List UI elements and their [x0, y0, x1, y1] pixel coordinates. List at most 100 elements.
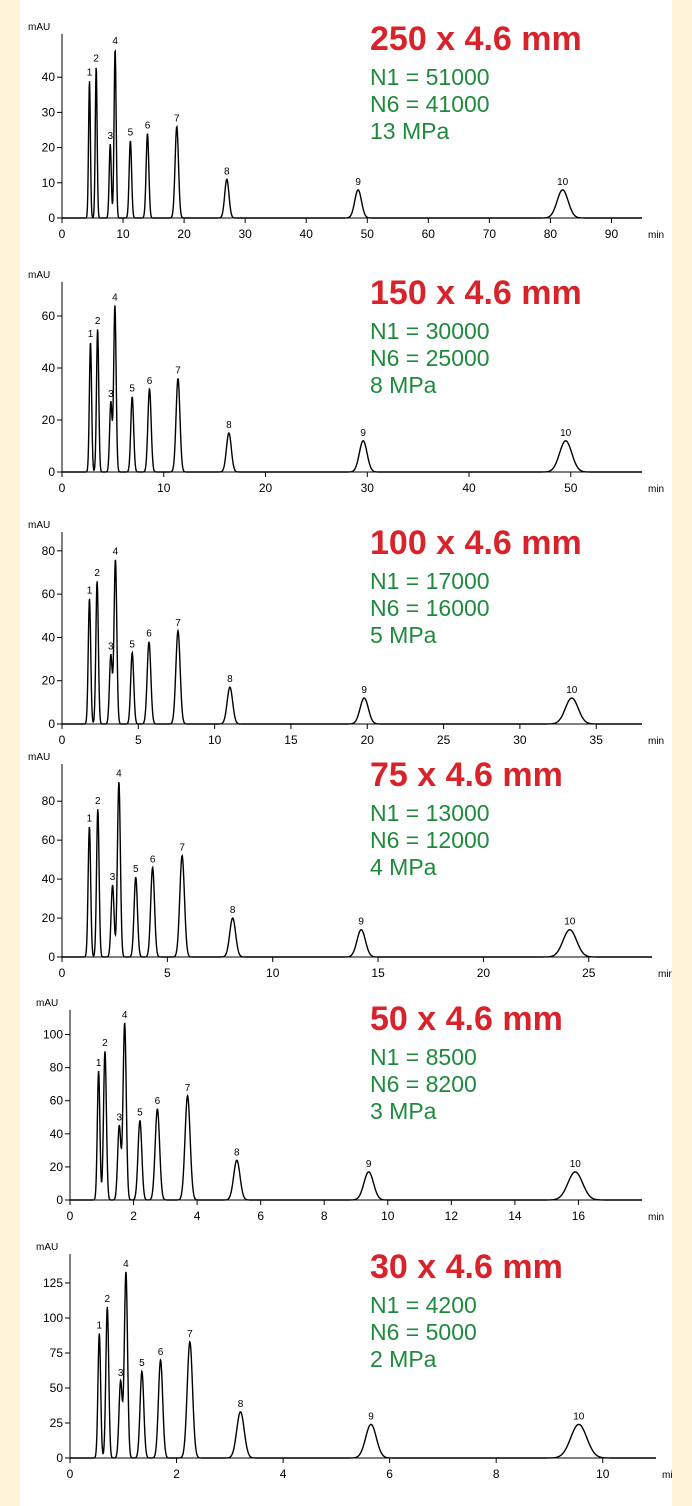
x-axis-label: min — [658, 969, 672, 980]
peak-label: 7 — [187, 1329, 193, 1340]
column-info-line: N6 = 25000 — [370, 345, 490, 371]
x-tick-label: 40 — [300, 227, 314, 241]
column-info-line: N1 = 51000 — [370, 64, 490, 90]
y-tick-label: 60 — [42, 833, 56, 847]
peak-label: 6 — [155, 1096, 161, 1107]
y-tick-label: 0 — [56, 1193, 63, 1207]
peak-label: 10 — [557, 177, 569, 188]
peak-label: 2 — [95, 796, 101, 807]
peak-label: 9 — [361, 685, 367, 696]
peak-label: 6 — [146, 629, 152, 640]
peak-label: 10 — [564, 917, 576, 928]
peak-label: 1 — [96, 1058, 102, 1069]
x-tick-label: 8 — [321, 1209, 328, 1223]
x-tick-label: 4 — [194, 1209, 201, 1223]
x-tick-label: 70 — [483, 227, 497, 241]
peak-label: 4 — [122, 1010, 128, 1021]
y-axis-label: mAU — [28, 520, 50, 531]
peak-label: 4 — [113, 546, 119, 557]
x-tick-label: 15 — [284, 733, 298, 747]
column-info-line: N1 = 30000 — [370, 318, 490, 344]
y-tick-label: 20 — [42, 911, 56, 925]
chromatogram-trace — [70, 1022, 642, 1201]
y-tick-label: 40 — [42, 872, 56, 886]
peak-label: 9 — [358, 917, 364, 928]
x-tick-label: 10 — [116, 227, 130, 241]
peak-label: 9 — [360, 428, 366, 439]
chromatogram-trace — [62, 49, 642, 219]
x-tick-label: 2 — [173, 1467, 180, 1481]
x-tick-label: 35 — [590, 733, 604, 747]
x-tick-label: 10 — [208, 733, 222, 747]
peak-label: 3 — [107, 131, 113, 142]
y-axis-label: mAU — [36, 998, 58, 1009]
column-title: 250 x 4.6 mm — [370, 20, 582, 58]
x-tick-label: 0 — [59, 481, 66, 495]
peak-label: 2 — [102, 1038, 108, 1049]
peak-label: 1 — [87, 814, 93, 825]
y-tick-label: 0 — [48, 950, 55, 964]
x-tick-label: 25 — [437, 733, 451, 747]
peak-label: 5 — [129, 640, 135, 651]
y-tick-label: 80 — [50, 1061, 64, 1075]
x-tick-label: 6 — [257, 1209, 264, 1223]
x-tick-label: 60 — [422, 227, 436, 241]
y-axis-label: mAU — [36, 1242, 58, 1253]
peak-label: 3 — [108, 389, 114, 400]
column-info-line: N1 = 4200 — [370, 1292, 477, 1318]
y-tick-label: 20 — [42, 674, 56, 688]
peak-label: 8 — [226, 420, 232, 431]
x-tick-label: 40 — [462, 481, 476, 495]
column-info-line: 5 MPa — [370, 622, 437, 648]
y-tick-label: 10 — [42, 176, 56, 190]
x-tick-label: 10 — [381, 1209, 395, 1223]
column-info-line: N1 = 13000 — [370, 800, 490, 826]
chromatogram-trace — [62, 782, 652, 958]
y-tick-label: 80 — [42, 544, 56, 558]
peak-label: 9 — [368, 1411, 374, 1422]
x-axis-label: min — [662, 1470, 672, 1481]
x-tick-label: 20 — [361, 733, 375, 747]
peak-label: 10 — [560, 428, 572, 439]
y-tick-label: 20 — [50, 1160, 64, 1174]
peak-label: 2 — [94, 568, 100, 579]
peak-label: 5 — [137, 1108, 143, 1119]
peak-label: 1 — [88, 329, 94, 340]
column-info-line: N6 = 8200 — [370, 1071, 477, 1097]
peak-label: 5 — [133, 864, 139, 875]
peak-label: 2 — [95, 316, 101, 327]
chromatogram-trace — [62, 559, 642, 725]
column-info-line: N6 = 5000 — [370, 1319, 477, 1345]
y-tick-label: 20 — [42, 141, 56, 155]
y-tick-label: 0 — [48, 465, 55, 479]
x-tick-label: 8 — [493, 1467, 500, 1481]
y-tick-label: 30 — [42, 105, 56, 119]
figure-page: 0 10 20 30 40 mAU 0 10 20 30 40 50 60 70 80 90 min 1 2 3 4 5 6… — [20, 0, 672, 1506]
x-tick-label: 0 — [67, 1467, 74, 1481]
y-tick-label: 80 — [42, 794, 56, 808]
y-tick-label: 20 — [42, 413, 56, 427]
column-info-line: N6 = 12000 — [370, 827, 490, 853]
y-tick-label: 75 — [50, 1346, 64, 1360]
peak-label: 1 — [87, 585, 93, 596]
x-tick-label: 30 — [238, 227, 252, 241]
x-tick-label: 20 — [259, 481, 273, 495]
column-info-line: N1 = 8500 — [370, 1044, 477, 1070]
x-tick-label: 0 — [59, 227, 66, 241]
y-axis-label: mAU — [28, 270, 50, 281]
y-tick-label: 40 — [50, 1127, 64, 1141]
x-axis-label: min — [648, 484, 664, 495]
peak-label: 7 — [179, 843, 185, 854]
x-tick-label: 80 — [544, 227, 558, 241]
peak-label: 8 — [230, 905, 236, 916]
column-info-line: 4 MPa — [370, 854, 437, 880]
column-title: 75 x 4.6 mm — [370, 756, 563, 794]
peak-label: 4 — [112, 293, 118, 304]
peak-label: 4 — [116, 769, 122, 780]
column-info-line: 2 MPa — [370, 1346, 437, 1372]
peak-label: 2 — [93, 54, 99, 65]
y-axis-label: mAU — [28, 22, 50, 33]
peak-label: 4 — [112, 36, 118, 47]
y-tick-label: 0 — [48, 211, 55, 225]
